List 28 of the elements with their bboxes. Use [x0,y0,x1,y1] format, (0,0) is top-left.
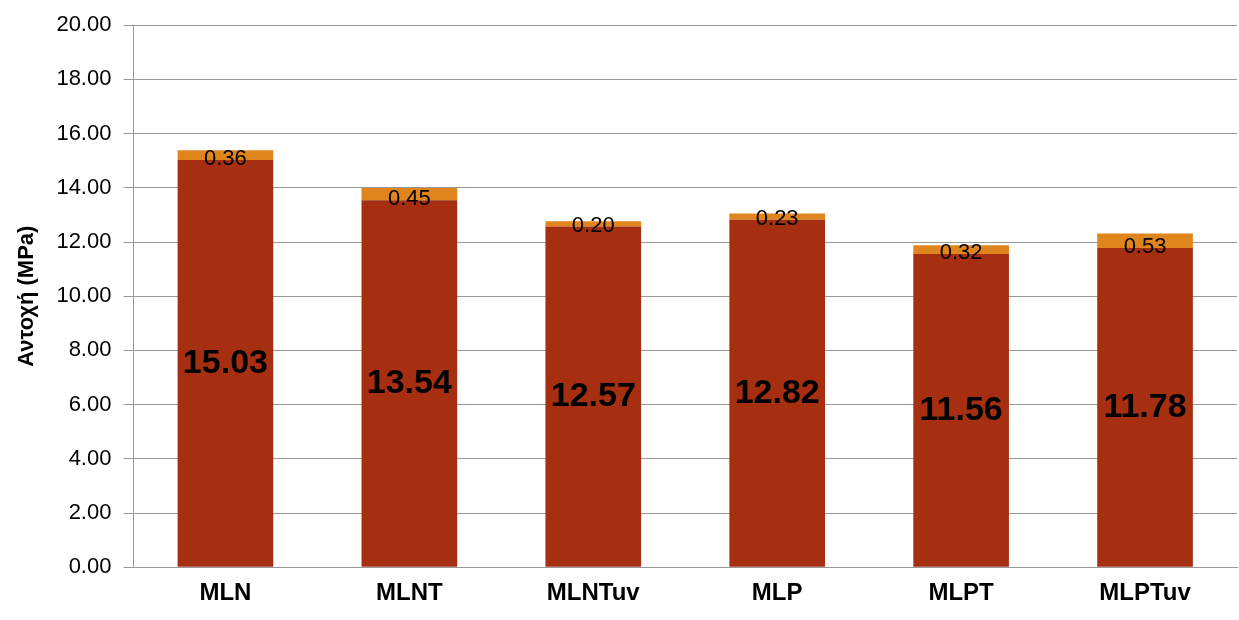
y-axis-title: Αντοχή (MPa) [13,225,39,367]
y-tick-label: 14.00 [56,173,112,199]
data-label: 11.56 [919,388,1003,427]
y-tick-label: 20.00 [56,11,112,37]
y-tick-label: 2.00 [68,499,112,525]
x-tick-label: MLP [751,578,803,606]
data-label: 15.03 [182,341,268,380]
data-label: 12.82 [734,371,820,410]
y-tick-label: 18.00 [56,65,112,91]
x-tick-label: MLNT [376,578,443,606]
y-tick-label: 12.00 [56,228,112,254]
y-tick-label: 4.00 [68,444,112,470]
data-label: 0.36 [204,144,247,170]
y-tick-label: 10.00 [56,282,112,308]
x-tick-label: MLPT [928,578,995,606]
y-tick-label: 8.00 [68,336,112,362]
data-label: 12.57 [550,375,636,413]
data-label: 0.53 [1123,233,1167,259]
y-tick-label: 0.00 [68,553,112,579]
data-label: 0.45 [387,185,431,211]
data-label: 13.54 [366,361,452,400]
data-label: 0.32 [939,238,983,264]
x-tick-label: MLN [199,578,252,606]
y-tick-label: 6.00 [68,390,112,416]
x-tick-label: MLPTuv [1099,578,1192,606]
y-tick-label: 16.00 [56,119,112,145]
data-label: 11.78 [1103,385,1187,424]
x-tick-label: MLNTuv [546,578,641,606]
